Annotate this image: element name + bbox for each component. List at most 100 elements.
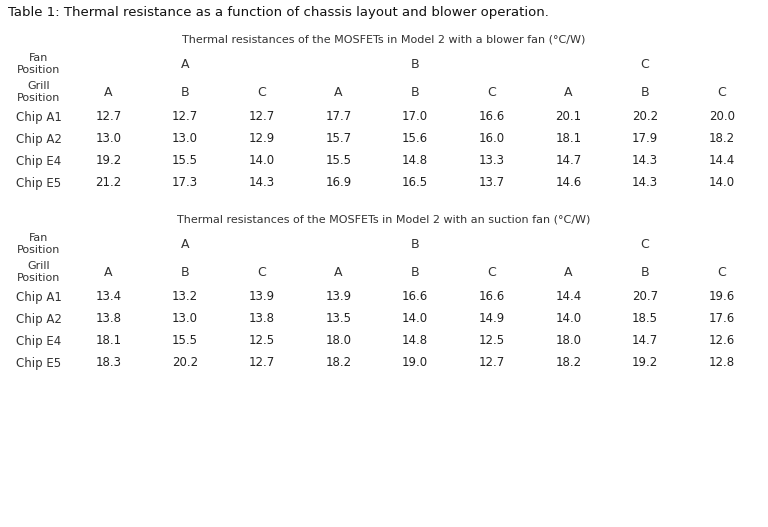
Text: 15.5: 15.5 bbox=[326, 154, 351, 168]
Text: 12.7: 12.7 bbox=[249, 111, 275, 123]
Text: 17.7: 17.7 bbox=[325, 111, 352, 123]
Text: 16.6: 16.6 bbox=[402, 290, 428, 304]
Text: 12.5: 12.5 bbox=[249, 335, 275, 347]
Text: Chip A2: Chip A2 bbox=[16, 132, 62, 145]
Text: 18.1: 18.1 bbox=[555, 132, 581, 145]
Text: 19.2: 19.2 bbox=[95, 154, 121, 168]
Text: Chip A1: Chip A1 bbox=[16, 111, 62, 123]
Text: C: C bbox=[717, 85, 726, 99]
Text: A: A bbox=[180, 238, 189, 250]
Text: Grill
Position: Grill Position bbox=[18, 261, 61, 283]
Text: 14.9: 14.9 bbox=[478, 313, 505, 326]
Text: 13.5: 13.5 bbox=[326, 313, 351, 326]
Text: 14.8: 14.8 bbox=[402, 154, 428, 168]
Text: B: B bbox=[411, 57, 419, 71]
Text: 13.7: 13.7 bbox=[478, 177, 505, 190]
Text: 14.3: 14.3 bbox=[632, 154, 658, 168]
Text: 14.7: 14.7 bbox=[555, 154, 581, 168]
Text: Chip E5: Chip E5 bbox=[16, 177, 61, 190]
Text: 13.2: 13.2 bbox=[172, 290, 198, 304]
Text: 14.8: 14.8 bbox=[402, 335, 428, 347]
Text: 13.9: 13.9 bbox=[326, 290, 352, 304]
Text: 16.9: 16.9 bbox=[325, 177, 352, 190]
Text: 14.3: 14.3 bbox=[632, 177, 658, 190]
Text: 13.8: 13.8 bbox=[95, 313, 121, 326]
Text: B: B bbox=[641, 266, 649, 278]
Text: 19.6: 19.6 bbox=[709, 290, 735, 304]
Text: 20.7: 20.7 bbox=[632, 290, 658, 304]
Text: Chip E4: Chip E4 bbox=[16, 335, 61, 347]
Text: 12.7: 12.7 bbox=[172, 111, 198, 123]
Text: 12.7: 12.7 bbox=[478, 356, 505, 369]
Text: Grill
Position: Grill Position bbox=[18, 81, 61, 103]
Text: 12.7: 12.7 bbox=[95, 111, 121, 123]
Text: 14.4: 14.4 bbox=[709, 154, 735, 168]
Text: 20.0: 20.0 bbox=[709, 111, 735, 123]
Text: 20.2: 20.2 bbox=[172, 356, 198, 369]
Text: 18.2: 18.2 bbox=[709, 132, 735, 145]
Text: 12.9: 12.9 bbox=[249, 132, 275, 145]
Text: 13.8: 13.8 bbox=[249, 313, 275, 326]
Text: 19.2: 19.2 bbox=[632, 356, 658, 369]
Text: 13.3: 13.3 bbox=[478, 154, 505, 168]
Text: 17.6: 17.6 bbox=[709, 313, 735, 326]
Text: 14.0: 14.0 bbox=[709, 177, 735, 190]
Text: 21.2: 21.2 bbox=[95, 177, 121, 190]
Text: B: B bbox=[180, 266, 190, 278]
Text: 18.5: 18.5 bbox=[632, 313, 658, 326]
Text: C: C bbox=[641, 238, 650, 250]
Text: 14.7: 14.7 bbox=[632, 335, 658, 347]
Text: Fan
Position: Fan Position bbox=[18, 233, 61, 255]
Text: Chip E5: Chip E5 bbox=[16, 356, 61, 369]
Text: A: A bbox=[564, 85, 573, 99]
Text: 18.3: 18.3 bbox=[95, 356, 121, 369]
Text: 12.5: 12.5 bbox=[478, 335, 505, 347]
Text: A: A bbox=[180, 57, 189, 71]
Text: 13.0: 13.0 bbox=[95, 132, 121, 145]
Text: 18.2: 18.2 bbox=[555, 356, 581, 369]
Text: A: A bbox=[104, 266, 113, 278]
Text: 18.0: 18.0 bbox=[326, 335, 351, 347]
Text: 16.6: 16.6 bbox=[478, 290, 505, 304]
Text: B: B bbox=[411, 266, 419, 278]
Text: C: C bbox=[641, 57, 650, 71]
Text: A: A bbox=[334, 85, 343, 99]
Text: 12.6: 12.6 bbox=[709, 335, 735, 347]
Text: Chip A1: Chip A1 bbox=[16, 290, 62, 304]
Text: Thermal resistances of the MOSFETs in Model 2 with an suction fan (°C/W): Thermal resistances of the MOSFETs in Mo… bbox=[177, 214, 591, 224]
Text: A: A bbox=[564, 266, 573, 278]
Text: 18.0: 18.0 bbox=[555, 335, 581, 347]
Text: C: C bbox=[487, 85, 496, 99]
Text: 14.0: 14.0 bbox=[555, 313, 581, 326]
Text: Chip A2: Chip A2 bbox=[16, 313, 62, 326]
Text: 12.8: 12.8 bbox=[709, 356, 735, 369]
Text: 19.0: 19.0 bbox=[402, 356, 428, 369]
Text: 17.3: 17.3 bbox=[172, 177, 198, 190]
Text: 17.9: 17.9 bbox=[632, 132, 658, 145]
Text: 14.6: 14.6 bbox=[555, 177, 581, 190]
Text: 18.2: 18.2 bbox=[326, 356, 352, 369]
Text: B: B bbox=[411, 85, 419, 99]
Text: 15.7: 15.7 bbox=[326, 132, 352, 145]
Text: 12.7: 12.7 bbox=[249, 356, 275, 369]
Text: A: A bbox=[334, 266, 343, 278]
Text: Fan
Position: Fan Position bbox=[18, 53, 61, 75]
Text: Table 1: Thermal resistance as a function of chassis layout and blower operation: Table 1: Thermal resistance as a functio… bbox=[8, 6, 549, 19]
Text: 15.5: 15.5 bbox=[172, 335, 198, 347]
Text: 17.0: 17.0 bbox=[402, 111, 428, 123]
Text: 13.9: 13.9 bbox=[249, 290, 275, 304]
Text: 16.5: 16.5 bbox=[402, 177, 428, 190]
Text: Thermal resistances of the MOSFETs in Model 2 with a blower fan (°C/W): Thermal resistances of the MOSFETs in Mo… bbox=[182, 34, 586, 44]
Text: 16.0: 16.0 bbox=[478, 132, 505, 145]
Text: 13.0: 13.0 bbox=[172, 313, 198, 326]
Text: C: C bbox=[717, 266, 726, 278]
Text: 20.1: 20.1 bbox=[555, 111, 581, 123]
Text: 20.2: 20.2 bbox=[632, 111, 658, 123]
Text: 16.6: 16.6 bbox=[478, 111, 505, 123]
Text: 14.0: 14.0 bbox=[249, 154, 275, 168]
Text: 14.4: 14.4 bbox=[555, 290, 581, 304]
Text: 13.4: 13.4 bbox=[95, 290, 121, 304]
Text: 15.6: 15.6 bbox=[402, 132, 428, 145]
Text: C: C bbox=[257, 266, 266, 278]
Text: B: B bbox=[641, 85, 649, 99]
